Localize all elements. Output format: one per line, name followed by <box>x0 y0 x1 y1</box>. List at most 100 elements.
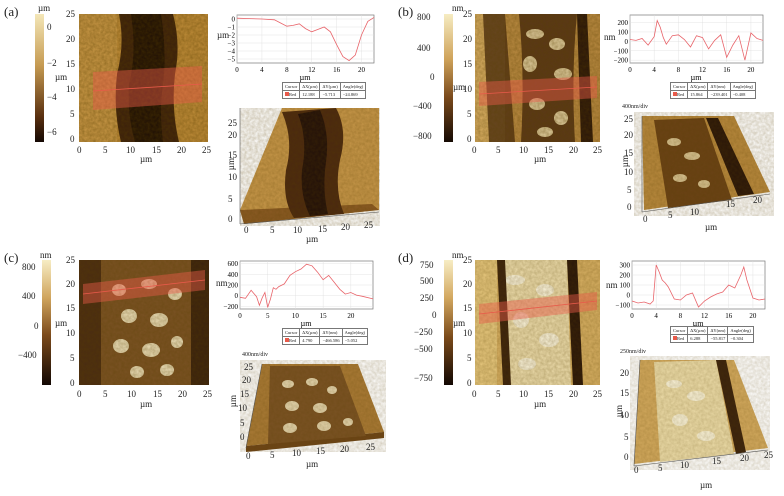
afm-xtick: 10 <box>519 389 528 399</box>
profile-y-unit: nm <box>216 278 228 288</box>
view3d-xtick: 25 <box>364 220 373 230</box>
view3d-x-unit: µm <box>306 459 319 469</box>
table-cell: −5.713 <box>319 90 341 99</box>
view3d-ytick: 5 <box>240 418 245 428</box>
colorbar-tick: −400 <box>18 350 37 360</box>
profile-ytick: −100 <box>616 302 631 310</box>
colorbar-tick: 0 <box>34 321 39 331</box>
colorbar-tick: 500 <box>420 276 434 286</box>
view3d-xtick: 20 <box>740 453 749 463</box>
afm-ytick: 10 <box>463 328 472 338</box>
table-cell: Red <box>677 92 685 97</box>
afm-xtick: 20 <box>569 389 578 399</box>
table-header: ΔY(nm) <box>319 328 343 337</box>
afm-xtick: 20 <box>178 389 187 399</box>
view3d-ytick: 10 <box>238 403 247 413</box>
afm-x-unit: µm <box>140 154 153 164</box>
afm-y-unit: µm <box>453 318 466 328</box>
table-cell: −24.869 <box>339 90 367 99</box>
afm-ytick: 20 <box>463 34 472 44</box>
afm-xtick: 5 <box>103 145 108 155</box>
panel-label: (b) <box>398 4 414 19</box>
profile-xtick: 20 <box>347 312 355 320</box>
profile-y-unit: nm <box>604 32 616 42</box>
afm-3d-view <box>239 108 380 226</box>
profile-xtick: 15 <box>320 312 328 320</box>
afm-xtick: 15 <box>544 389 553 399</box>
view3d-scale-label: 400nm/div <box>622 104 649 110</box>
table-header: Cursor <box>281 328 301 337</box>
view3d-ytick: 5 <box>228 194 233 204</box>
colorbar-tick: 400 <box>22 291 36 301</box>
profile-xtick: 20 <box>749 312 757 320</box>
afm-ytick: 15 <box>66 303 75 313</box>
table-header: Cursor <box>669 82 689 91</box>
view3d-ytick: 5 <box>624 432 629 442</box>
panel-label: (c) <box>4 250 19 265</box>
view3d-xtick: 5 <box>668 210 673 220</box>
profile-xtick: 0 <box>235 66 239 74</box>
afm-y-unit: µm <box>55 72 68 82</box>
profile-ytick: 600 <box>228 260 239 268</box>
colorbar-tick: 0 <box>47 22 52 32</box>
profile-x-unit: µm <box>691 73 703 82</box>
profile-ytick: 100 <box>618 28 629 36</box>
colorbar-tick: −6 <box>47 127 57 137</box>
table-cell: Red <box>677 336 685 341</box>
profile-chart: 300 200 100 0 −100 0 4 8 12 16 20 µm <box>616 260 766 328</box>
afm-x-unit: µm <box>534 399 547 409</box>
table-cell: 6.288 <box>687 334 709 343</box>
cursor-table: Cursor ΔX(µm) ΔY(nm) Angle(deg) Red 15.864 −2… <box>669 82 757 99</box>
table-header: Cursor <box>669 326 689 335</box>
roi-band <box>479 292 597 324</box>
afm-xtick: 15 <box>153 389 162 399</box>
profile-ytick: 400 <box>228 271 239 279</box>
view3d-xtick: 0 <box>246 451 251 461</box>
view3d-xtick: 15 <box>316 446 325 456</box>
panel-label: (a) <box>4 4 19 19</box>
colorbar-tick: 0 <box>432 310 437 320</box>
table-cell: Red <box>289 92 297 97</box>
profile-xtick: 0 <box>238 312 242 320</box>
view3d-xtick: 25 <box>764 450 773 460</box>
profile-line <box>629 19 764 61</box>
cursor-table: Cursor ΔX(µm) ΔY(nm) Angle(deg) Red 4.790 −46… <box>281 328 369 345</box>
profile-x-unit: µm <box>300 73 312 82</box>
profile-xtick: 16 <box>725 312 733 320</box>
profile-ytick: −4 <box>228 48 236 56</box>
view3d-ytick: 15 <box>624 148 633 158</box>
afm-xtick: 20 <box>569 145 578 155</box>
afm-ytick: 20 <box>463 279 472 289</box>
view3d-ytick: 10 <box>228 172 237 182</box>
view3d-ytick: 20 <box>624 130 633 140</box>
view3d-xtick: 0 <box>244 225 249 235</box>
table-cell: −55.817 <box>707 334 729 343</box>
profile-xtick: 10 <box>292 312 300 320</box>
cursor-swatch <box>285 92 289 96</box>
view3d-y-unit: µm <box>614 405 624 418</box>
profile-ytick: 200 <box>228 282 239 290</box>
colorbar-unit: nm <box>40 250 52 260</box>
view3d-ytick: 20 <box>242 375 251 385</box>
profile-xtick: 20 <box>358 66 366 74</box>
profile-ytick-labels: 0−1−2−3−4−5 <box>228 16 236 64</box>
afm-ytick: 10 <box>66 328 75 338</box>
profile-xtick: 8 <box>677 66 681 74</box>
panel-label: (d) <box>398 250 414 265</box>
view3d-xtick: 10 <box>680 460 689 470</box>
profile-xtick-labels: 0 4 8 12 16 20 <box>235 66 365 74</box>
afm-xtick: 15 <box>544 145 553 155</box>
afm-ytick: 20 <box>66 34 75 44</box>
table-header: ΔY(nm) <box>707 82 731 91</box>
colorbar-tick: 250 <box>420 293 434 303</box>
view3d-y-unit: µm <box>620 155 630 168</box>
cursor-swatch <box>673 92 677 96</box>
table-cell: −239.401 <box>707 90 731 99</box>
profile-ytick: −3 <box>228 40 236 48</box>
colorbar-tick: −4 <box>47 92 57 102</box>
afm-height-map <box>79 260 209 385</box>
profile-ytick: 0 <box>232 16 236 24</box>
afm-xtick: 25 <box>202 145 211 155</box>
table-cell: −0.304 <box>727 334 754 343</box>
